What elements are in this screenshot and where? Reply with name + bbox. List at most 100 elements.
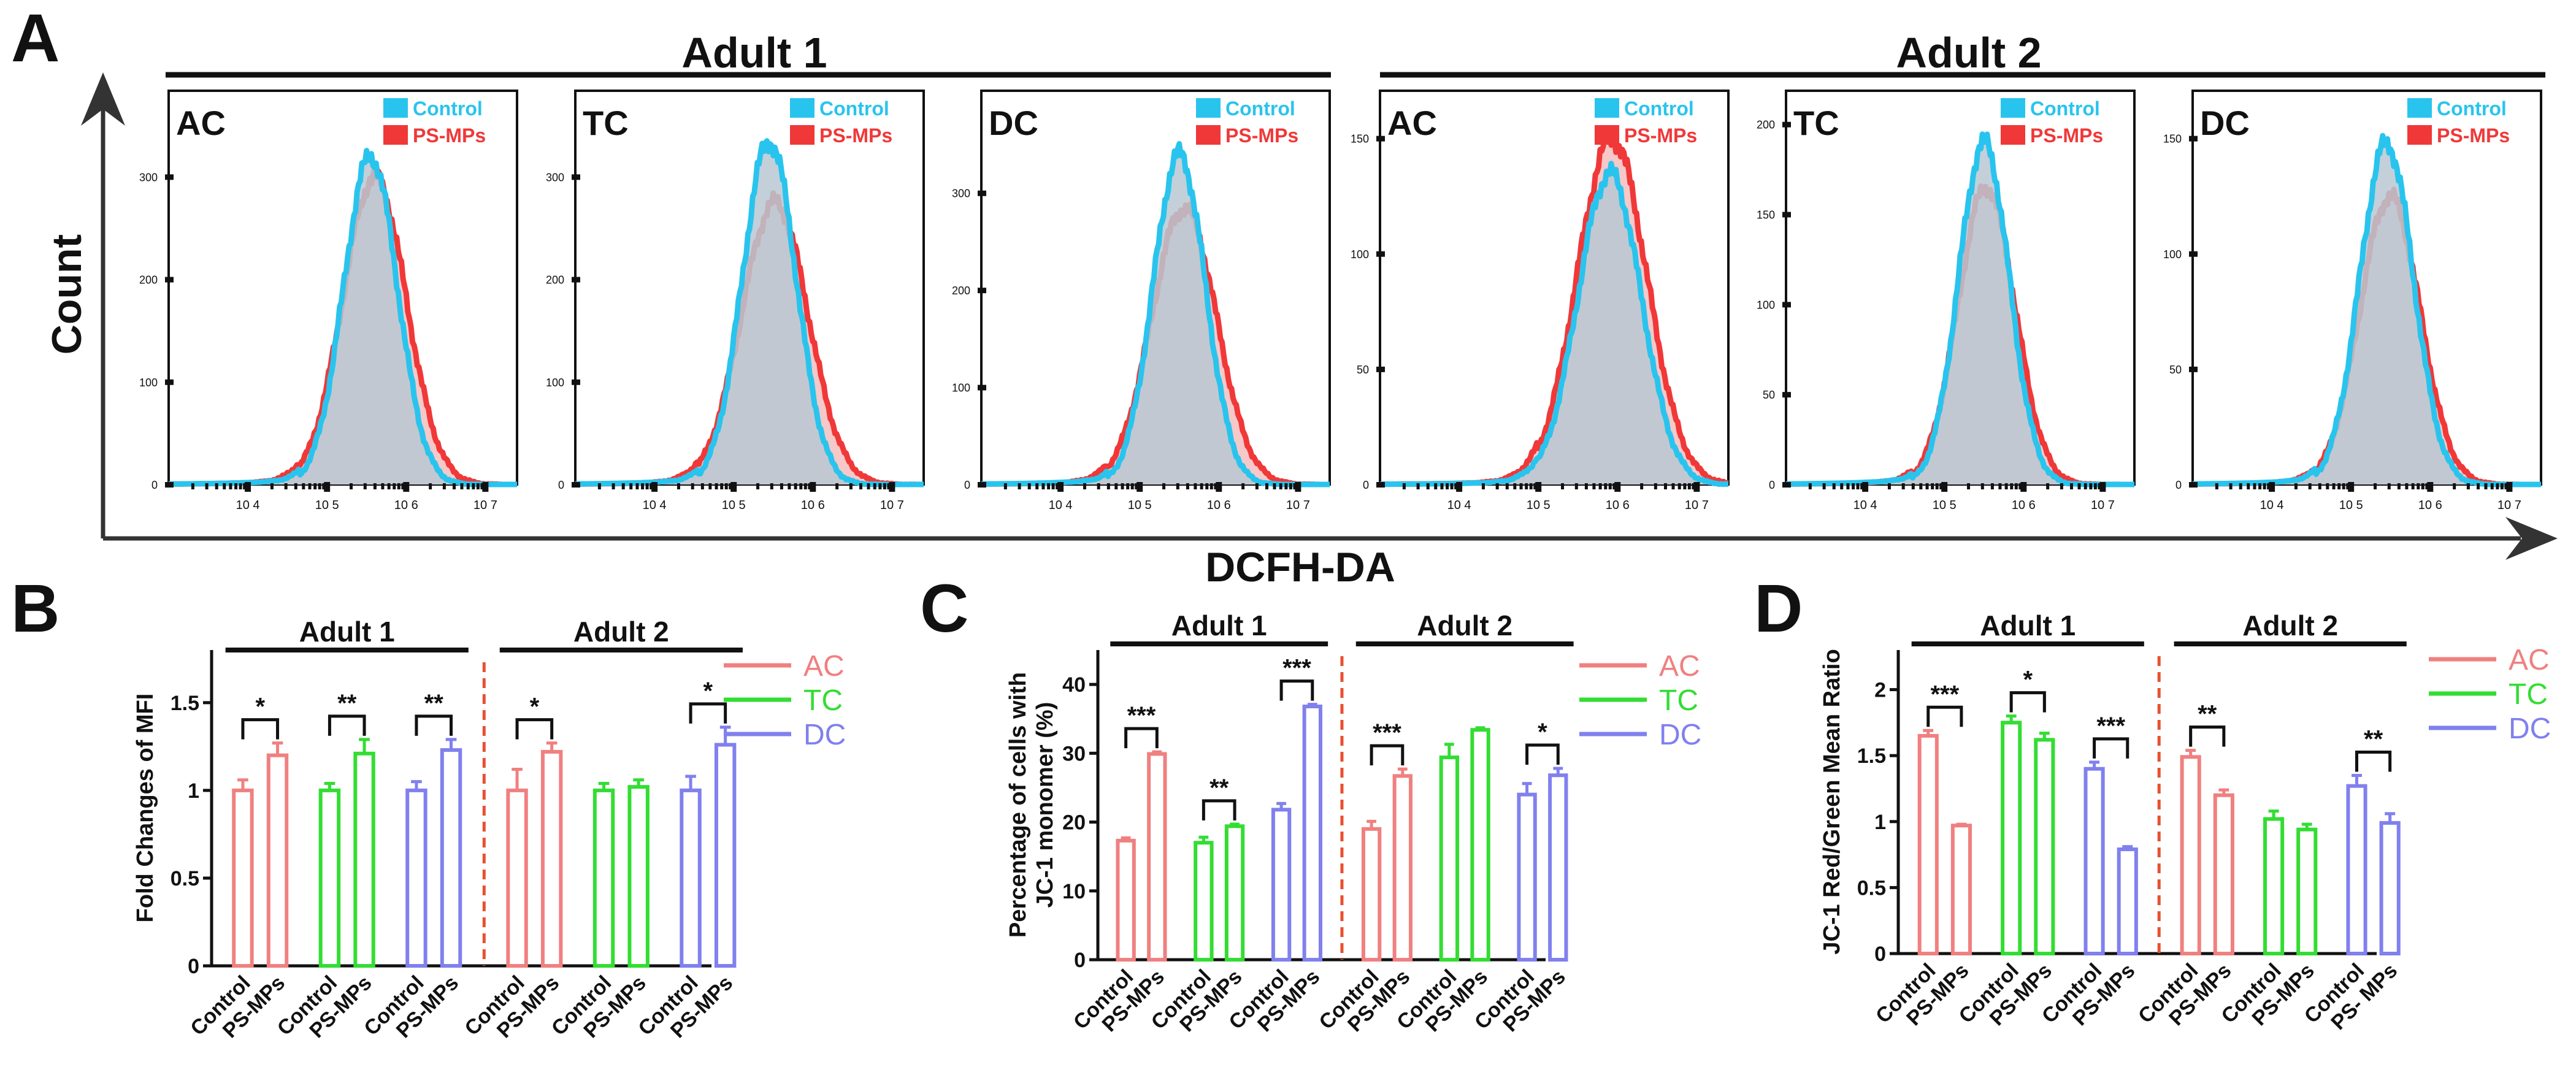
y-tick-mark xyxy=(1782,302,1791,308)
x-minor-tick xyxy=(641,483,645,489)
x-minor-tick xyxy=(270,483,274,489)
histogram-title: DC xyxy=(2200,104,2250,142)
control-histogram-line xyxy=(1785,131,2136,488)
significance-label: *** xyxy=(2096,713,2125,740)
x-minor-tick xyxy=(1612,483,1616,489)
x-minor-tick xyxy=(799,483,803,489)
x-minor-tick xyxy=(873,483,876,489)
x-minor-tick xyxy=(849,483,853,489)
legend-label-control: Control xyxy=(2030,98,2100,120)
x-minor-tick xyxy=(2229,483,2233,489)
x-major-tick xyxy=(482,482,489,492)
x-tick-label: 10 7 xyxy=(2091,499,2115,512)
x-minor-tick xyxy=(645,483,649,489)
legend-label-tc: TC xyxy=(1659,684,1698,717)
x-major-tick xyxy=(1614,482,1621,492)
significance-bracket xyxy=(1202,799,1236,821)
adult2-label: Adult 2 xyxy=(1417,610,1512,641)
x-minor-tick xyxy=(1856,483,1860,489)
x-minor-tick xyxy=(1935,483,1939,489)
x-minor-tick xyxy=(1513,483,1517,489)
adult1-label: Adult 1 xyxy=(1980,610,2076,641)
histogram-title: DC xyxy=(989,104,1038,142)
x-minor-tick xyxy=(1130,483,1134,489)
y-tick-mark xyxy=(1782,212,1791,218)
bar-psmps xyxy=(353,751,375,968)
x-major-tick xyxy=(1693,482,1700,492)
x-minor-tick xyxy=(1114,483,1118,489)
x-minor-tick xyxy=(480,483,484,489)
control-histogram-fill xyxy=(1380,163,1728,484)
y-tick-mark xyxy=(165,482,174,488)
x-tick-label: 10 4 xyxy=(236,499,260,512)
y-tick-mark xyxy=(1376,366,1385,372)
panel-label-b: B xyxy=(11,571,59,646)
x-minor-tick xyxy=(1241,483,1245,489)
y-tick-label: 100 xyxy=(2163,248,2182,261)
x-minor-tick xyxy=(373,483,377,489)
x-minor-tick xyxy=(2077,483,2081,489)
x-minor-tick xyxy=(2046,483,2050,489)
x-minor-tick xyxy=(1640,483,1644,489)
significance-bracket xyxy=(515,718,554,740)
x-minor-tick xyxy=(429,483,432,489)
x-minor-tick xyxy=(1592,483,1596,489)
y-tick-mark xyxy=(165,379,174,385)
x-minor-tick xyxy=(1200,483,1203,489)
y-axis-title-line2: JC-1 monomer (%) xyxy=(1032,702,1058,908)
control-histogram-line xyxy=(574,138,925,488)
x-minor-tick xyxy=(1194,483,1197,489)
y-axis-title: JC-1 Red/Green Mean Ratio xyxy=(1819,649,1845,954)
significance-bracket xyxy=(415,714,453,736)
y-tick-label: 150 xyxy=(1757,209,1775,221)
significance-bracket xyxy=(2189,725,2226,747)
x-minor-tick xyxy=(835,483,839,489)
x-tick-label: 10 7 xyxy=(1286,499,1310,512)
x-minor-tick xyxy=(1852,483,1855,489)
x-major-tick xyxy=(1456,482,1463,492)
x-major-tick xyxy=(2348,482,2355,492)
y-tick-label: 1.5 xyxy=(171,692,199,715)
bar-psmps xyxy=(1302,705,1322,962)
histogram-title: AC xyxy=(176,104,226,142)
x-minor-tick xyxy=(2014,483,2018,489)
bar-control xyxy=(592,788,615,968)
significance-label: ** xyxy=(2364,725,2383,752)
x-minor-tick xyxy=(2421,483,2425,489)
x-minor-tick xyxy=(629,483,633,489)
histogram-title: TC xyxy=(1793,104,1839,142)
y-tick-label: 100 xyxy=(1351,248,1369,261)
x-minor-tick xyxy=(1426,483,1430,489)
y-tick-label: 0 xyxy=(1769,479,1775,491)
x-minor-tick xyxy=(2294,483,2298,489)
legend-swatch-psmps xyxy=(2001,125,2025,145)
legend-label-psmps: PS-MPs xyxy=(1624,124,1697,147)
y-tick-mark xyxy=(572,277,580,283)
x-tick-label: 10 6 xyxy=(2012,499,2036,512)
x-major-tick xyxy=(889,482,895,492)
legend-label-psmps: PS-MPs xyxy=(413,124,486,147)
significance-label: * xyxy=(255,694,265,721)
y-tick-label: 200 xyxy=(546,274,564,286)
x-minor-tick xyxy=(2374,483,2377,489)
panel-label-c: C xyxy=(920,571,968,646)
x-minor-tick xyxy=(1083,483,1086,489)
x-minor-tick xyxy=(1135,483,1138,489)
x-minor-tick xyxy=(1998,483,2002,489)
x-minor-tick xyxy=(2253,483,2256,489)
y-tick-label: 0 xyxy=(1074,949,1086,972)
x-tick-label: 10 5 xyxy=(1933,499,1957,512)
x-minor-tick xyxy=(2504,483,2508,489)
legend-label-psmps: PS-MPs xyxy=(1225,124,1298,147)
y-tick-label: 0 xyxy=(1363,479,1369,491)
y-tick-label: 0 xyxy=(2175,479,2182,491)
x-minor-tick xyxy=(2397,483,2401,489)
x-minor-tick xyxy=(1967,483,1971,489)
x-minor-tick xyxy=(878,483,882,489)
x-major-tick xyxy=(2427,482,2434,492)
legend-swatch-psmps xyxy=(383,125,408,145)
bar-psmps xyxy=(540,749,563,968)
x-minor-tick xyxy=(1990,483,1994,489)
x-tick-label: 10 7 xyxy=(1685,499,1709,512)
x-tick-label: 10 6 xyxy=(801,499,825,512)
